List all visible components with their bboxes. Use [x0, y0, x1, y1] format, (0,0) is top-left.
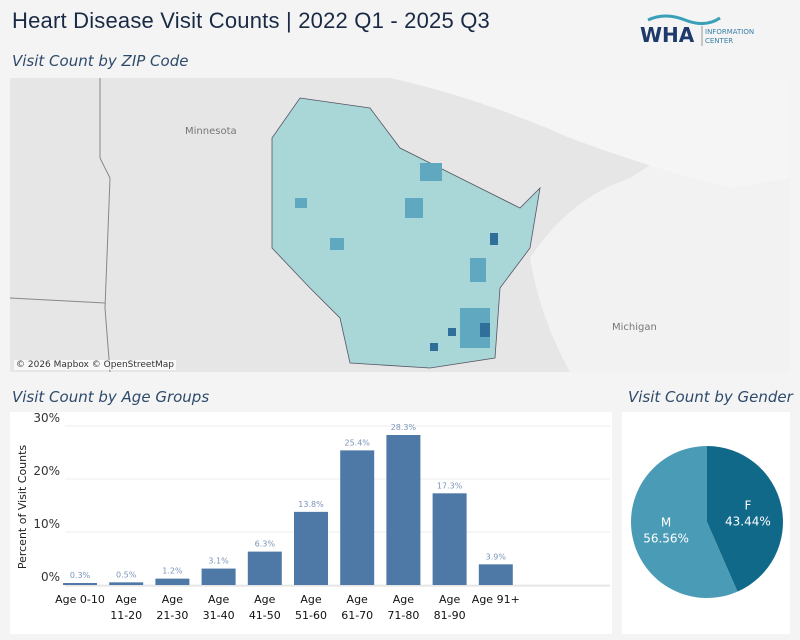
- data-label: 28.3%: [391, 423, 417, 432]
- x-tick-label: 51-60: [295, 609, 327, 622]
- wisconsin-zip-region[interactable]: [271, 97, 541, 369]
- bar: [155, 578, 190, 585]
- x-tick-label: Age: [300, 593, 322, 606]
- pie-slice-m: [631, 446, 738, 598]
- minnesota-label: Minnesota: [185, 126, 237, 137]
- x-tick-label: Age: [393, 593, 415, 606]
- gender-pie-chart: F 43.44% M 56.56%: [622, 412, 790, 634]
- upper-peninsula: [390, 78, 790, 188]
- michigan-label: Michigan: [612, 322, 657, 333]
- data-label: 3.9%: [486, 552, 507, 561]
- x-tick-label: 81-90: [434, 609, 466, 622]
- data-label: 1.2%: [162, 567, 183, 576]
- data-label: 3.1%: [208, 557, 229, 566]
- pie-chart: F 43.44% M 56.56%: [631, 446, 783, 598]
- x-tick-label: Age: [116, 593, 138, 606]
- y-tick-label: 30%: [33, 412, 60, 425]
- y-tick-label: 0%: [41, 570, 60, 584]
- x-tick-label: Age: [254, 593, 276, 606]
- bar: [109, 582, 144, 585]
- pie-label: M: [661, 516, 671, 530]
- data-label: 13.8%: [298, 500, 324, 509]
- bar: [340, 450, 375, 585]
- map-canvas[interactable]: [10, 78, 790, 372]
- bar: [478, 564, 513, 585]
- bar: [386, 435, 421, 585]
- x-tick-label: 31-40: [203, 609, 235, 622]
- x-tick-label: Age 0-10: [55, 593, 105, 606]
- age-group-chart: 0% 10% 20% 30% Percent of Visit Counts 0.3% Ag…: [10, 411, 612, 634]
- pie-value: 56.56%: [643, 532, 689, 546]
- x-tick-label: Age: [208, 593, 230, 606]
- x-tick-label: 71-80: [387, 609, 419, 622]
- y-axis-label: Percent of Visit Counts: [16, 445, 29, 570]
- svg-text:CENTER: CENTER: [705, 37, 733, 45]
- data-label: 0.5%: [116, 570, 137, 579]
- y-tick-label: 20%: [33, 464, 60, 478]
- x-tick-label: 21-30: [156, 609, 188, 622]
- x-tick-label: Age: [162, 593, 184, 606]
- age-chart-title: Visit Count by Age Groups: [12, 388, 210, 406]
- x-tick-label: 11-20: [110, 609, 142, 622]
- dashboard-title: Heart Disease Visit Counts | 2022 Q1 - 2…: [12, 8, 490, 33]
- x-tick-label: Age 91+: [472, 593, 520, 606]
- x-tick-label: 41-50: [249, 609, 281, 622]
- x-tick-label: Age: [439, 593, 461, 606]
- pie-label: F: [744, 498, 751, 512]
- wha-logo: WHA INFORMATION CENTER: [640, 14, 754, 47]
- bar: [201, 568, 236, 585]
- x-tick-label: Age: [347, 593, 369, 606]
- pie-value: 43.44%: [725, 514, 771, 528]
- map-title: Visit Count by ZIP Code: [12, 52, 189, 70]
- state-border: [99, 78, 111, 372]
- bar: [294, 511, 328, 585]
- zip-code-map[interactable]: Minnesota Michigan © 2026 Mapbox © OpenS…: [10, 78, 790, 372]
- data-label: 17.3%: [437, 481, 463, 490]
- data-label: 0.3%: [70, 571, 91, 580]
- y-tick-label: 10%: [33, 517, 60, 531]
- bar: [247, 551, 282, 585]
- svg-text:INFORMATION: INFORMATION: [705, 28, 754, 36]
- svg-text:WHA: WHA: [640, 23, 695, 47]
- state-border: [10, 297, 106, 304]
- data-label: 6.3%: [255, 540, 276, 549]
- data-label: 25.4%: [344, 438, 370, 447]
- highest-count-zips: [430, 233, 498, 351]
- x-tick-label: 61-70: [341, 609, 373, 622]
- pie-slice-f: [707, 446, 783, 592]
- bar: [432, 493, 467, 585]
- bar-chart: 0% 10% 20% 30% Percent of Visit Counts 0.3% Ag…: [16, 411, 610, 622]
- bar: [63, 583, 97, 585]
- map-attribution[interactable]: © 2026 Mapbox © OpenStreetMap: [14, 360, 176, 370]
- gender-chart-title: Visit Count by Gender: [628, 388, 793, 406]
